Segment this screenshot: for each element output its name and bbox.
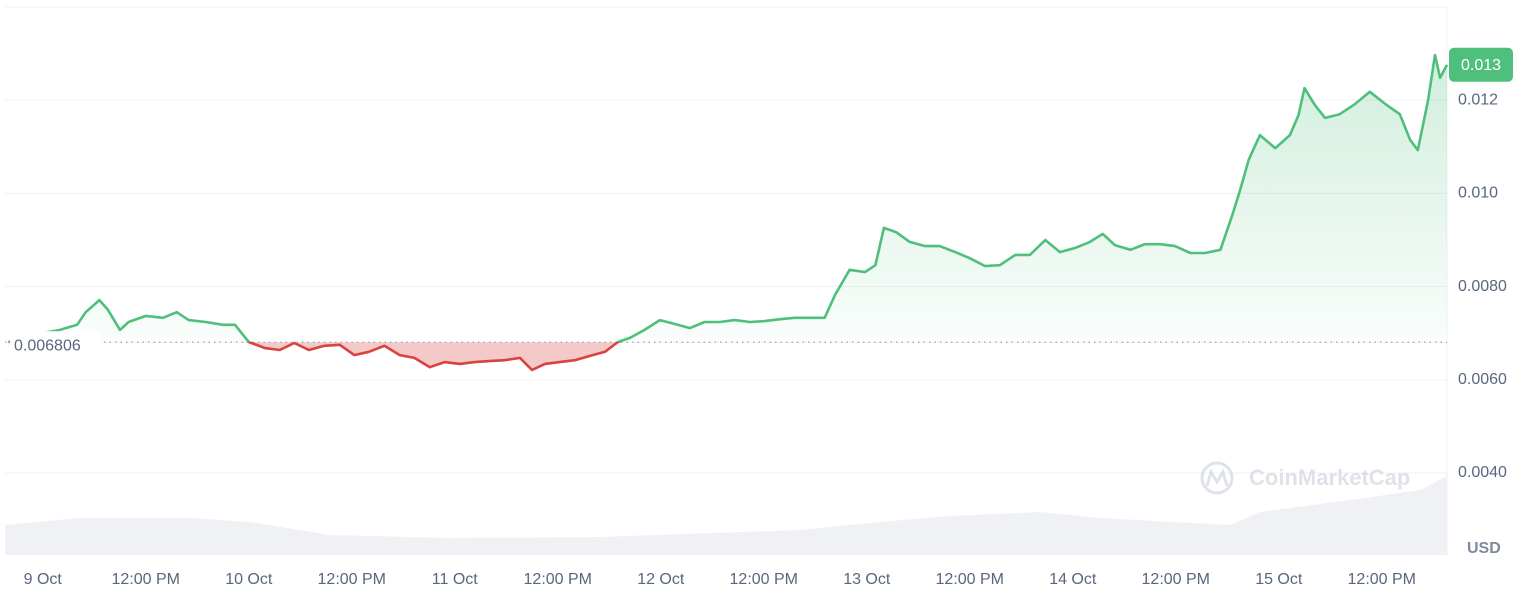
last-price-badge	[1449, 47, 1513, 82]
baseline-label: 0.006806	[14, 337, 81, 354]
x-tick-label: 12:00 PM	[936, 571, 1004, 588]
watermark-logo-mark	[1205, 468, 1229, 487]
x-tick-label: 12:00 PM	[730, 571, 798, 588]
x-tick-label: 11 Oct	[432, 571, 479, 588]
y-tick-label: 0.010	[1458, 185, 1498, 202]
x-tick-label: 9 Oct	[24, 571, 63, 588]
x-tick-label: 12:00 PM	[1348, 571, 1416, 588]
y-tick-label: 0.0060	[1458, 371, 1507, 388]
currency-label: USD	[1467, 540, 1501, 557]
x-tick-label: 12:00 PM	[1142, 571, 1210, 588]
x-tick-label: 12:00 PM	[524, 571, 592, 588]
volume-area	[5, 476, 1447, 555]
watermark-logo	[1200, 461, 1234, 495]
x-tick-label: 14 Oct	[1049, 571, 1097, 588]
price-area	[8, 55, 1447, 370]
price-line	[8, 53, 1449, 372]
baseline-label-bg	[10, 331, 100, 354]
y-tick-label: 0.0080	[1458, 278, 1507, 295]
watermark: CoinMarketCap	[1200, 461, 1410, 495]
x-tick-label: 12:00 PM	[112, 571, 180, 588]
x-tick-label: 12:00 PM	[318, 571, 386, 588]
y-tick-label: 0.012	[1458, 91, 1498, 108]
x-tick-label: 13 Oct	[843, 571, 891, 588]
last-price-label: 0.013	[1461, 57, 1501, 74]
watermark-text: CoinMarketCap	[1249, 465, 1410, 490]
x-tick-label: 12 Oct	[637, 571, 685, 588]
y-tick-label: 0.0040	[1458, 464, 1507, 481]
x-tick-label: 10 Oct	[225, 571, 273, 588]
x-tick-label: 15 Oct	[1255, 571, 1303, 588]
